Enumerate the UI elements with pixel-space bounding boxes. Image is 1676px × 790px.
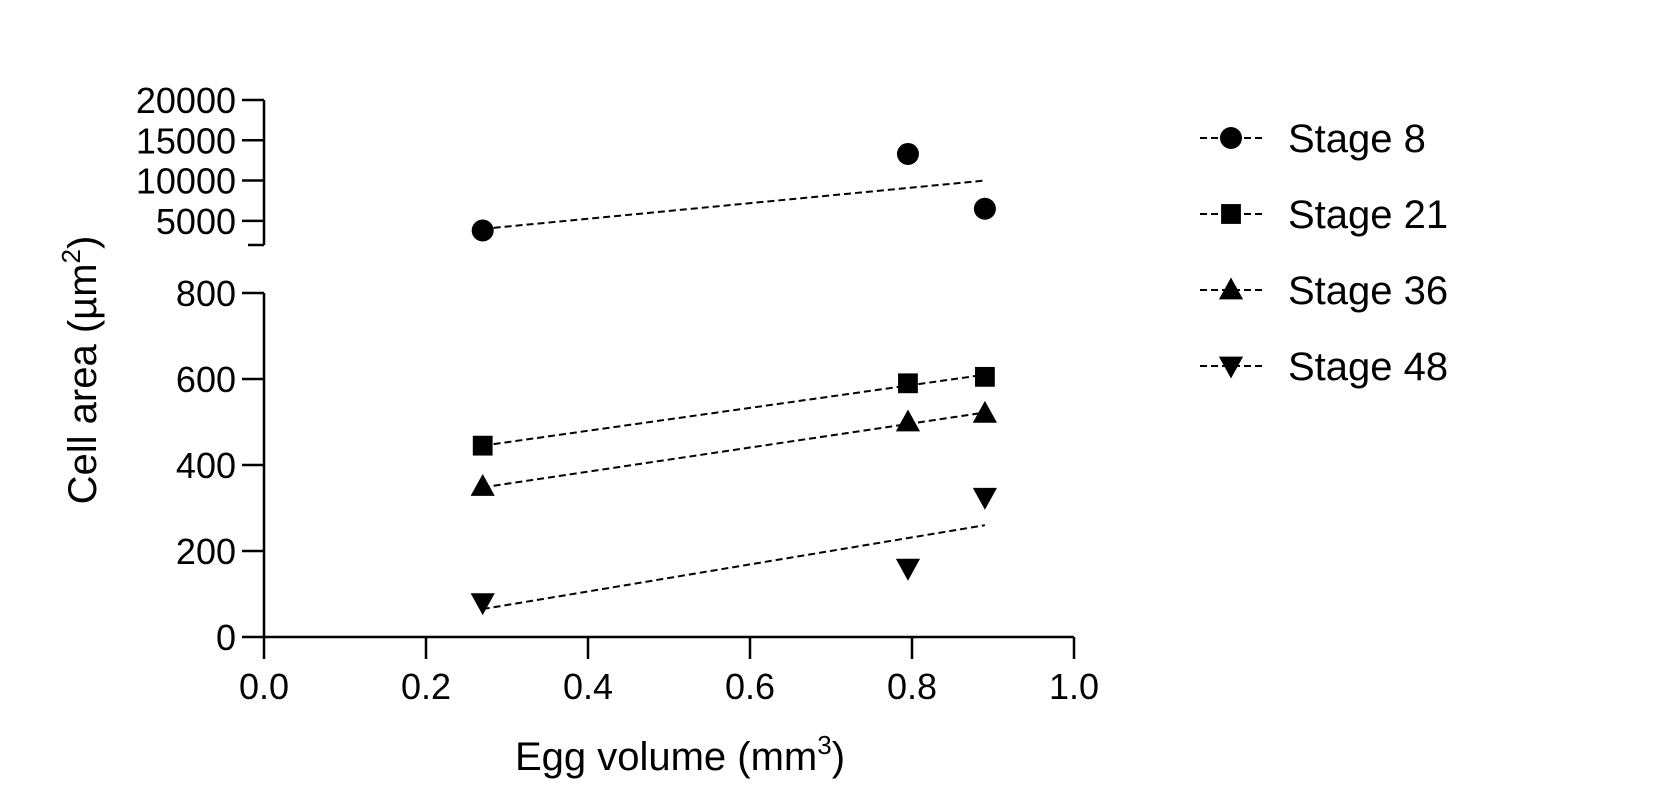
legend-item-stage-36: Stage 36 — [1200, 269, 1448, 313]
x-tick-label: 0.2 — [401, 666, 451, 707]
legend-marker-stage-36 — [1218, 277, 1244, 300]
point-stage-48 — [972, 487, 997, 510]
x-axis-title-end: ) — [832, 735, 845, 779]
legend: Stage 8 Stage 21 Stage 36 Stage 48 — [1200, 117, 1448, 389]
point-stage-8 — [896, 142, 919, 165]
y-tick-label-upper: 10000 — [136, 161, 236, 202]
x-tick-label: 0.8 — [887, 666, 937, 707]
y-tick-label-lower: 200 — [176, 531, 236, 572]
axes: 0.0 0.2 0.4 0.6 0.8 1.0 0 200 400 600 800 500010000… — [136, 80, 1099, 707]
y-axis-title-sup: 2 — [56, 249, 86, 263]
y-tick-label-lower: 800 — [176, 273, 236, 314]
y-tick-label-upper: 5000 — [156, 201, 236, 242]
y-tick-label-lower: 0 — [216, 617, 236, 658]
data-points — [470, 142, 997, 616]
y-tick-label-upper: 15000 — [136, 120, 236, 161]
x-tick-label: 0.6 — [725, 666, 775, 707]
legend-marker-stage-21 — [1221, 204, 1241, 224]
y-tick-label-upper: 20000 — [136, 80, 236, 121]
legend-label: Stage 21 — [1288, 193, 1448, 237]
fit-line-stage-48 — [482, 524, 986, 611]
point-stage-36 — [895, 409, 921, 432]
y-tick-label-lower: 400 — [176, 445, 236, 486]
y-axis-title-main: Cell area (µm — [61, 263, 105, 504]
legend-label: Stage 36 — [1288, 269, 1448, 313]
x-tick-label: 1.0 — [1049, 666, 1099, 707]
x-tick-label: 0.0 — [239, 666, 289, 707]
y-axis-title-end: ) — [61, 236, 105, 249]
fit-line-stage-8 — [482, 179, 985, 230]
point-stage-21 — [472, 435, 493, 456]
point-stage-8 — [471, 219, 494, 242]
x-axis-title-sup: 3 — [817, 730, 831, 760]
x-axis-title: Egg volume (mm3) — [515, 730, 845, 779]
y-tick-label-lower: 600 — [176, 359, 236, 400]
legend-item-stage-48: Stage 48 — [1200, 345, 1448, 389]
legend-label: Stage 8 — [1288, 117, 1426, 161]
x-tick-label: 0.4 — [563, 666, 613, 707]
y-axis-title: Cell area (µm2) — [56, 236, 105, 505]
point-stage-21 — [898, 373, 918, 394]
point-stage-36 — [470, 473, 495, 496]
point-stage-48 — [470, 593, 495, 616]
legend-item-stage-21: Stage 21 — [1200, 193, 1448, 237]
legend-label: Stage 48 — [1288, 345, 1448, 389]
point-stage-21 — [975, 366, 995, 387]
x-axis-title-main: Egg volume (mm — [515, 735, 817, 779]
fit-lines — [482, 179, 986, 611]
point-stage-36 — [972, 400, 997, 423]
point-stage-8 — [973, 197, 996, 220]
legend-marker-stage-8 — [1220, 127, 1242, 149]
legend-item-stage-8: Stage 8 — [1200, 117, 1426, 161]
legend-marker-stage-48 — [1218, 356, 1244, 379]
point-stage-48 — [895, 558, 921, 581]
